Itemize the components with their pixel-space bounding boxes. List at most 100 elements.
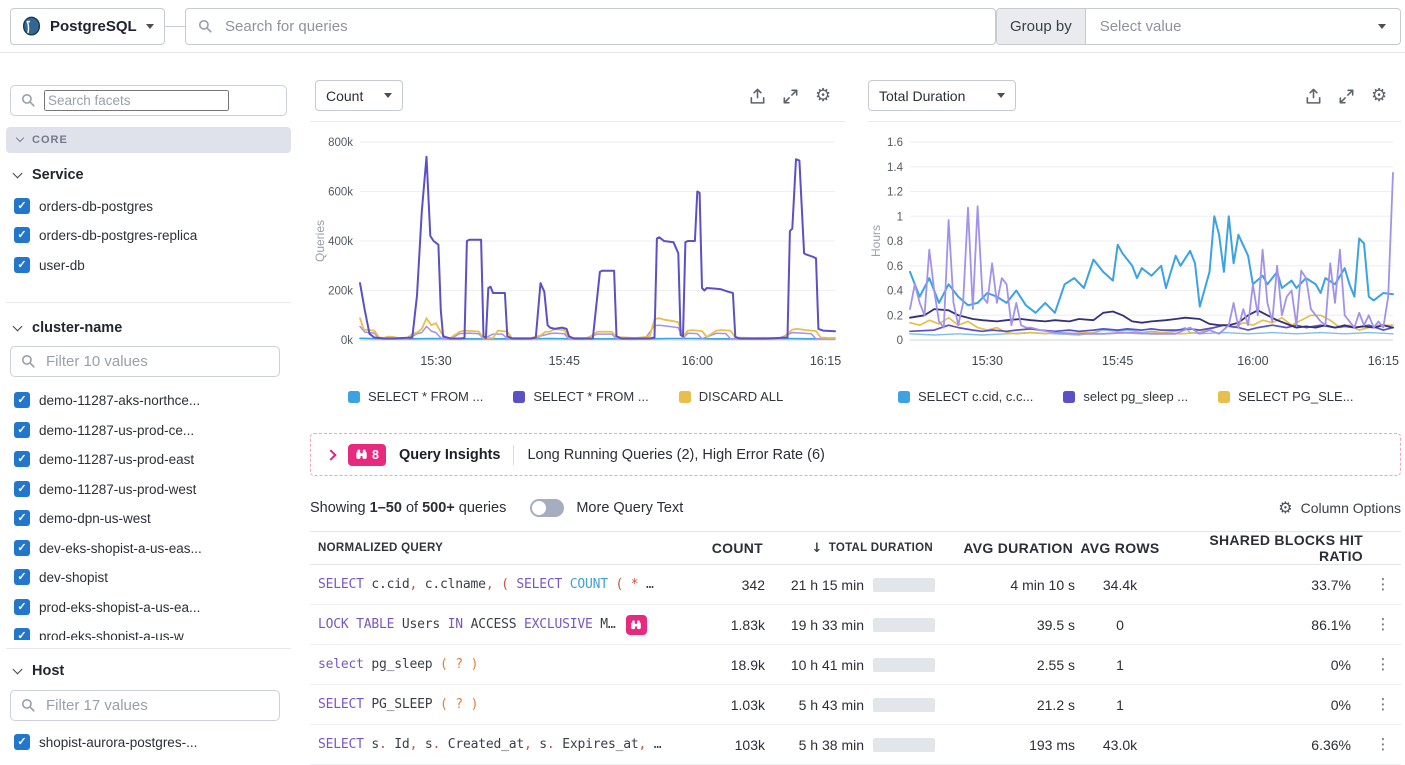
svg-text:16:00: 16:00 xyxy=(682,354,713,368)
col-avg-rows[interactable]: AVG ROWS xyxy=(1080,540,1160,556)
table-row[interactable]: select pg_sleep ( ? ) 18.9k 10 h 41 min … xyxy=(310,645,1401,685)
expand-icon[interactable] xyxy=(1338,88,1355,105)
table-row[interactable]: SELECT PG_SLEEP ( ? ) 1.03k 5 h 43 min 2… xyxy=(310,685,1401,725)
legend-item[interactable]: select pg_sleep ... xyxy=(1063,389,1188,404)
checkbox-checked[interactable]: ✓ xyxy=(14,481,30,497)
cluster-value-list: ✓ demo-11287-aks-northce... ✓ demo-11287-u… xyxy=(0,384,296,640)
chevron-right-icon[interactable] xyxy=(325,448,337,461)
count-cell: 342 xyxy=(741,576,765,593)
host-filter[interactable] xyxy=(10,690,280,721)
facet-item-cluster-0[interactable]: ✓ demo-11287-aks-northce... xyxy=(14,392,200,408)
facet-item-service-0[interactable]: ✓ orders-db-postgres xyxy=(14,198,153,214)
query-cell[interactable]: select pg_sleep ( ? ) xyxy=(318,657,479,672)
facet-group-host[interactable]: Host xyxy=(12,663,64,679)
column-options-button[interactable]: ⚙ Column Options xyxy=(1278,500,1401,517)
query-search[interactable] xyxy=(185,8,996,45)
insights-summary: Long Running Queries (2), High Error Rat… xyxy=(527,446,825,463)
facet-item-cluster-7[interactable]: ✓ prod-eks-shopist-a-us-ea... xyxy=(14,599,200,615)
facet-item-label: dev-shopist xyxy=(39,569,109,585)
gear-icon[interactable]: ⚙ xyxy=(815,85,832,106)
chevron-down-icon xyxy=(12,664,23,674)
checkbox-checked[interactable]: ✓ xyxy=(14,628,30,640)
duration-timeseries-chart[interactable]: 0 0.2 0.4 0.6 0.8 1 1.2 1.4 1.6 15:30 15:45 16:00 16… xyxy=(868,128,1401,376)
table-row[interactable]: LOCK TABLE Users IN ACCESS EXCLUSIVE M… … xyxy=(310,605,1401,645)
col-shared-blocks-hit-ratio[interactable]: SHARED BLOCKS HIT RATIO xyxy=(1209,532,1363,564)
checkbox-checked[interactable]: ✓ xyxy=(14,510,30,526)
checkbox-checked[interactable]: ✓ xyxy=(14,392,30,408)
col-count[interactable]: COUNT xyxy=(711,540,763,556)
query-cell[interactable]: LOCK TABLE Users IN ACCESS EXCLUSIVE M… xyxy=(310,614,685,635)
query-insights-banner[interactable]: 8 Query Insights Long Running Queries (2… xyxy=(310,433,1401,476)
facet-item-service-1[interactable]: ✓ orders-db-postgres-replica xyxy=(14,227,197,243)
legend-item[interactable]: SELECT * FROM ... xyxy=(348,389,483,404)
svg-text:16:15: 16:15 xyxy=(810,354,841,368)
facet-item-cluster-4[interactable]: ✓ demo-dpn-us-west xyxy=(14,510,151,526)
legend-item[interactable]: SELECT * FROM ... xyxy=(513,389,649,404)
metric-select-count[interactable]: Count xyxy=(315,80,403,111)
checkbox-checked[interactable]: ✓ xyxy=(14,198,30,214)
datasource-select[interactable]: PostgreSQL xyxy=(10,8,165,45)
export-icon[interactable] xyxy=(1305,88,1322,105)
chevron-down-icon xyxy=(12,168,23,178)
facet-item-cluster-8[interactable]: ✓ prod-eks-shopist-a-us-w xyxy=(14,628,184,640)
insights-count-badge[interactable]: 8 xyxy=(348,443,386,466)
host-filter-input[interactable] xyxy=(44,696,269,715)
query-cell[interactable]: SELECT c.cid, c.clname, ( SELECT COUNT (… xyxy=(318,577,654,592)
facet-search-input[interactable] xyxy=(44,90,229,111)
facet-item-cluster-3[interactable]: ✓ demo-11287-us-prod-west xyxy=(14,481,196,497)
facet-group-service[interactable]: Service xyxy=(12,167,84,183)
facet-item-cluster-5[interactable]: ✓ dev-eks-shopist-a-us-eas... xyxy=(14,540,202,556)
query-search-input[interactable] xyxy=(223,17,983,36)
checkbox-checked[interactable]: ✓ xyxy=(14,734,30,750)
facet-item-label: demo-11287-us-prod-east xyxy=(39,451,195,467)
checkbox-checked[interactable]: ✓ xyxy=(14,227,30,243)
kebab-menu-icon[interactable]: ⋮ xyxy=(1375,575,1391,593)
legend-label: SELECT * FROM ... xyxy=(533,389,649,404)
group-by-select[interactable]: Select value xyxy=(1086,9,1400,44)
cluster-filter-input[interactable] xyxy=(44,352,269,371)
svg-text:0k: 0k xyxy=(341,335,353,347)
gear-icon[interactable]: ⚙ xyxy=(1371,85,1388,106)
avg-duration-cell: 193 ms xyxy=(1029,736,1075,753)
legend-item[interactable]: SELECT PG_SLE... xyxy=(1218,389,1354,404)
legend-item[interactable]: DISCARD ALL xyxy=(678,389,783,404)
col-normalized-query[interactable]: NORMALIZED QUERY xyxy=(318,542,444,554)
checkbox-checked[interactable]: ✓ xyxy=(14,540,30,556)
kebab-menu-icon[interactable]: ⋮ xyxy=(1375,655,1391,673)
facet-item-host-0[interactable]: ✓ shopist-aurora-postgres-... xyxy=(14,734,197,750)
facet-group-cluster-name[interactable]: cluster-name xyxy=(12,320,122,336)
facet-search[interactable] xyxy=(10,85,287,116)
export-icon[interactable] xyxy=(749,88,766,105)
legend-label: select pg_sleep ... xyxy=(1083,389,1189,404)
checkbox-checked[interactable]: ✓ xyxy=(14,257,30,273)
facet-item-cluster-1[interactable]: ✓ demo-11287-us-prod-ce... xyxy=(14,422,194,438)
kebab-menu-icon[interactable]: ⋮ xyxy=(1375,695,1391,713)
search-icon xyxy=(21,93,35,107)
legend-swatch xyxy=(678,390,691,403)
facet-item-service-2[interactable]: ✓ user-db xyxy=(14,257,85,273)
expand-icon[interactable] xyxy=(782,88,799,105)
svg-text:0.6: 0.6 xyxy=(887,261,903,273)
kebab-menu-icon[interactable]: ⋮ xyxy=(1375,735,1391,753)
table-row[interactable]: SELECT c.cid, c.clname, ( SELECT COUNT (… xyxy=(310,565,1401,605)
count-timeseries-chart[interactable]: 0k 200k 400k 600k 800k 15:30 15:45 16:00 16:15 Qu… xyxy=(312,128,843,376)
query-cell[interactable]: SELECT PG_SLEEP ( ? ) xyxy=(318,697,479,712)
table-row[interactable]: SELECT s. Id, s. Created_at, s. Expires_… xyxy=(310,725,1401,765)
checkbox-checked[interactable]: ✓ xyxy=(14,422,30,438)
facet-item-cluster-2[interactable]: ✓ demo-11287-us-prod-east xyxy=(14,451,194,467)
facet-section-core[interactable]: CORE xyxy=(6,127,291,153)
metric-select-total-duration[interactable]: Total Duration xyxy=(868,80,1016,111)
checkbox-checked[interactable]: ✓ xyxy=(14,451,30,467)
col-avg-duration[interactable]: AVG DURATION xyxy=(963,540,1073,556)
checkbox-checked[interactable]: ✓ xyxy=(14,599,30,615)
col-total-duration[interactable]: ↓ TOTAL DURATION xyxy=(811,540,933,556)
facet-item-cluster-6[interactable]: ✓ dev-shopist xyxy=(14,569,108,585)
query-cell[interactable]: SELECT s. Id, s. Created_at, s. Expires_… xyxy=(318,737,662,752)
more-query-text-toggle[interactable] xyxy=(530,499,565,517)
kebab-menu-icon[interactable]: ⋮ xyxy=(1375,615,1391,633)
facet-item-label: demo-11287-us-prod-ce... xyxy=(39,422,195,438)
legend-item[interactable]: SELECT c.cid, c.c... xyxy=(898,389,1033,404)
cluster-filter[interactable] xyxy=(10,346,280,377)
checkbox-checked[interactable]: ✓ xyxy=(14,569,30,585)
insight-flag-badge[interactable] xyxy=(625,614,647,635)
